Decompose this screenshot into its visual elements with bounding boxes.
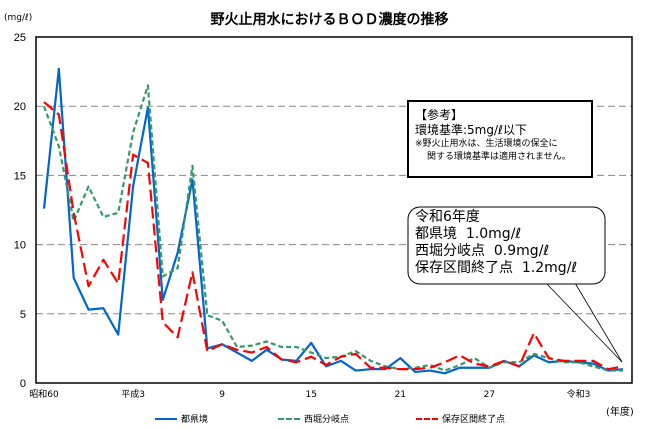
y-tick-label: 20	[14, 101, 26, 113]
legend-swatch-dotted	[278, 417, 300, 420]
y-tick-label: 10	[14, 240, 26, 252]
plot-area-frame	[35, 36, 633, 384]
y-tick-label: 15	[14, 170, 26, 182]
legend-item-nishibori: 西堀分岐点	[278, 412, 349, 425]
chart-title: 野火止用水におけるＢＯＤ濃度の推移	[210, 12, 449, 28]
x-tick-label: 平成3	[121, 388, 145, 400]
x-tick-label: 15	[306, 390, 317, 400]
y-tick-label: 0	[20, 378, 26, 390]
latest-values-callout: 令和6年度 都県境 1.0mg/ℓ 西堀分岐点 0.9mg/ℓ 保存区間終了点 …	[409, 208, 605, 283]
reference-note-1: ※野火止用水は、生活環境の保全に	[415, 139, 558, 149]
reference-standard: 環境基準:5mg/ℓ以下	[415, 123, 527, 137]
reference-note-2: 関する環境基準は適用されません。	[427, 152, 571, 162]
series-line-2	[43, 101, 624, 371]
legend-label: 西堀分岐点	[304, 415, 350, 425]
y-tick-label: 25	[14, 32, 26, 44]
x-tick-label: 21	[395, 390, 406, 400]
legend-item-tokenkyo: 都県境	[155, 412, 208, 425]
legend-label: 都県境	[181, 415, 209, 425]
callout-pointer-1	[545, 282, 623, 363]
legend-swatch-dashed	[416, 417, 438, 420]
x-tick-label: 27	[484, 390, 495, 400]
reference-heading: 【参考】	[415, 108, 464, 122]
y-axis-unit: (mg/ℓ)	[4, 13, 33, 23]
callout-bubble	[407, 206, 606, 285]
legend-item-hozon: 保存区間終了点	[416, 412, 505, 425]
callout-pointer-2	[574, 282, 623, 363]
series-line-1	[42, 84, 623, 372]
legend-label: 保存区間終了点	[442, 415, 506, 425]
y-tick-label: 5	[20, 309, 26, 321]
series-line-0	[42, 67, 624, 375]
x-tick-label: 昭和60	[29, 389, 59, 400]
legend-swatch-solid	[155, 417, 177, 420]
callout-line-4: 保存区間終了点 1.2mg/ℓ	[415, 260, 578, 276]
callout-line-2: 都県境 1.0mg/ℓ	[415, 226, 522, 242]
callout-line-3: 西堀分岐点 0.9mg/ℓ	[415, 243, 550, 259]
x-tick-label: 9	[219, 390, 225, 400]
callout-line-1: 令和6年度	[415, 209, 480, 225]
reference-box: 【参考】 環境基準:5mg/ℓ以下 ※野火止用水は、生活環境の保全に 関する環境…	[407, 100, 593, 178]
x-tick-label: 令和3	[567, 388, 591, 400]
x-axis-unit: (年度)	[606, 407, 634, 418]
